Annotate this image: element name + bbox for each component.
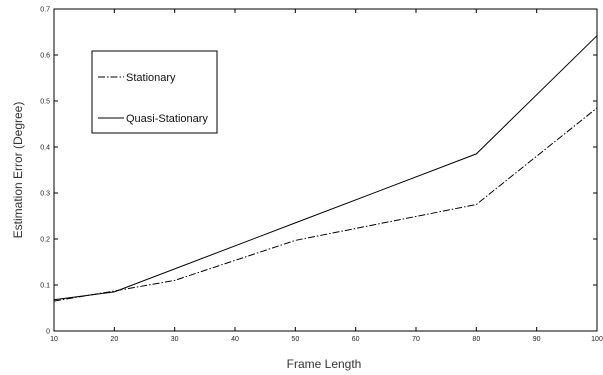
x-tick-label: 20 bbox=[110, 336, 118, 343]
y-tick-label: 0.7 bbox=[40, 7, 50, 14]
x-tick-label: 90 bbox=[533, 336, 541, 343]
x-tick-label: 100 bbox=[591, 336, 603, 343]
y-tick-label: 0.3 bbox=[40, 191, 50, 198]
y-tick-label: 0 bbox=[46, 329, 50, 336]
plot-area bbox=[53, 8, 598, 332]
y-axis-label: Estimation Error (Degree) bbox=[11, 102, 25, 239]
x-tick-label: 70 bbox=[412, 336, 420, 343]
legend-box bbox=[91, 50, 218, 134]
x-axis-ticks: 10 20 30 40 50 60 70 80 90 100 bbox=[50, 9, 603, 343]
x-tick-label: 60 bbox=[352, 336, 360, 343]
x-tick-label: 40 bbox=[231, 336, 239, 343]
x-tick-label: 30 bbox=[171, 336, 179, 343]
y-tick-label: 0.5 bbox=[40, 99, 50, 106]
x-tick-label: 80 bbox=[472, 336, 480, 343]
series-line-quasi-stationary bbox=[53, 35, 598, 301]
y-tick-label: 0.2 bbox=[40, 237, 50, 244]
series-layer bbox=[53, 35, 598, 302]
legend-label-stationary: Stationary bbox=[126, 72, 176, 84]
x-tick-label: 50 bbox=[291, 336, 299, 343]
series-line-stationary bbox=[53, 107, 598, 302]
x-tick-label: 10 bbox=[50, 336, 58, 343]
legend: Stationary Quasi-Stationary bbox=[91, 50, 218, 134]
plot-frame bbox=[53, 8, 598, 332]
x-axis-label: Frame Length bbox=[287, 357, 362, 371]
y-axis-ticks: 0 0.1 0.2 0.3 0.4 0.5 0.6 0.7 bbox=[40, 7, 597, 336]
y-tick-label: 0.4 bbox=[40, 145, 50, 152]
y-tick-label: 0.1 bbox=[40, 283, 50, 290]
legend-label-quasi-stationary: Quasi-Stationary bbox=[126, 113, 208, 125]
y-tick-label: 0.6 bbox=[40, 53, 50, 60]
